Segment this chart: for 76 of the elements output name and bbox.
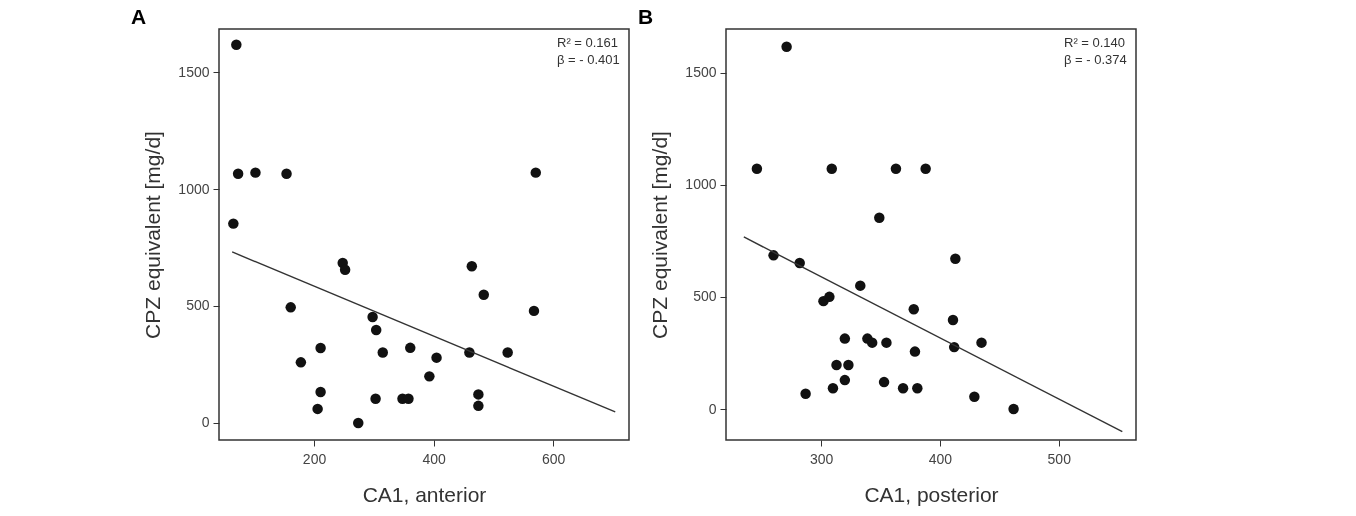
point	[1008, 403, 1019, 415]
point	[881, 337, 892, 348]
point	[855, 280, 866, 291]
point	[897, 382, 909, 394]
point	[920, 163, 931, 174]
x-tick-label: 400	[928, 450, 953, 467]
point	[839, 333, 851, 344]
x-tick-label: 300	[809, 450, 834, 467]
point	[367, 311, 378, 323]
point	[502, 347, 513, 358]
y-tick-label: 500	[693, 288, 717, 305]
x-tick-label: 200	[302, 450, 327, 467]
point	[912, 382, 923, 394]
point	[831, 359, 842, 371]
x-axis-title: CA1, posterior	[864, 482, 999, 506]
point	[353, 417, 364, 429]
point	[890, 163, 902, 174]
point	[908, 303, 920, 315]
point	[969, 391, 980, 402]
point	[466, 260, 478, 272]
y-tick-label: 1000	[685, 176, 717, 193]
point	[843, 359, 854, 371]
y-tick-label: 0	[708, 400, 717, 417]
y-tick-label: 1500	[685, 64, 717, 81]
point	[866, 337, 878, 348]
point	[228, 218, 239, 229]
point	[824, 291, 835, 303]
chart-title: B	[638, 5, 654, 28]
point	[950, 253, 961, 264]
point	[250, 167, 261, 178]
x-tick-label: 500	[1047, 450, 1072, 467]
point	[431, 352, 442, 363]
point	[295, 357, 307, 368]
annotation: R² = 0.140	[1064, 35, 1126, 50]
point	[370, 393, 381, 405]
point	[339, 264, 351, 275]
point	[405, 342, 416, 354]
y-tick-label: 500	[186, 297, 210, 314]
point	[315, 386, 326, 398]
point	[976, 337, 987, 348]
annotation: β = - 0.374	[1064, 52, 1127, 67]
x-tick-label: 400	[422, 450, 446, 467]
x-axis-title: CA1, anterior	[362, 482, 487, 506]
y-tick-label: 0	[201, 414, 210, 431]
chart-title: A	[131, 5, 147, 28]
point	[312, 403, 323, 415]
point	[781, 41, 792, 52]
point	[232, 168, 244, 180]
y-axis-title: CPZ equivalent [mg/d]	[648, 131, 672, 339]
annotation: β = - 0.401	[557, 52, 620, 67]
point	[827, 382, 839, 394]
point	[878, 376, 890, 388]
point	[947, 314, 959, 326]
point	[315, 342, 326, 354]
point	[285, 302, 296, 313]
point	[473, 400, 484, 412]
point	[528, 305, 540, 317]
point	[874, 212, 885, 223]
point	[424, 371, 435, 382]
x-tick-label: 600	[541, 450, 566, 467]
point	[231, 39, 242, 50]
point	[281, 168, 292, 180]
point	[800, 388, 811, 400]
y-tick-label: 1000	[178, 180, 210, 197]
point	[530, 167, 542, 178]
point	[826, 163, 838, 174]
point	[478, 289, 490, 300]
point	[751, 163, 763, 174]
y-tick-label: 1500	[178, 63, 210, 80]
point	[370, 324, 382, 336]
point	[473, 389, 484, 400]
point	[909, 346, 921, 357]
point	[377, 347, 388, 358]
point	[839, 374, 851, 386]
annotation: R² = 0.161	[557, 35, 619, 50]
y-axis-title: CPZ equivalent [mg/d]	[141, 131, 165, 339]
